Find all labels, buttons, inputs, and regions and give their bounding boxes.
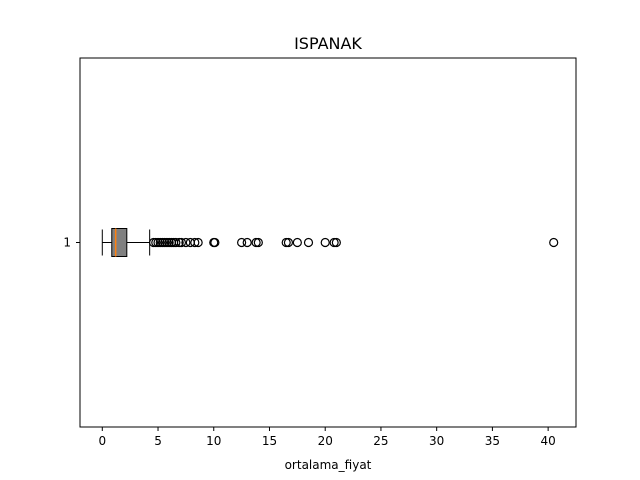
outlier-point xyxy=(549,237,559,248)
outlier-point xyxy=(210,237,220,248)
outlier-point xyxy=(190,237,200,248)
x-tick-label: 35 xyxy=(485,434,500,448)
outlier-point xyxy=(292,237,302,248)
x-tick-label: 25 xyxy=(373,434,388,448)
y-axis: 1 xyxy=(63,236,80,250)
chart-title: ISPANAK xyxy=(294,34,362,53)
outlier-point xyxy=(253,237,263,248)
x-tick-label: 15 xyxy=(262,434,277,448)
outlier-point xyxy=(193,237,203,248)
box-group xyxy=(101,228,559,257)
x-axis-label: ortalama_fiyat xyxy=(285,458,372,472)
x-tick-label: 40 xyxy=(540,434,555,448)
x-tick-label: 0 xyxy=(98,434,106,448)
outlier-point xyxy=(320,237,330,248)
x-tick-label: 20 xyxy=(318,434,333,448)
x-axis: 0 5 10 15 20 25 30 35 40 xyxy=(98,427,556,448)
outlier-point xyxy=(242,237,252,248)
outlier-point xyxy=(171,237,181,248)
x-tick-label: 10 xyxy=(206,434,221,448)
outlier-point xyxy=(331,237,341,248)
outlier-point xyxy=(303,237,314,248)
x-tick-label: 30 xyxy=(429,434,444,448)
box-iqr xyxy=(111,228,128,257)
outlier-point xyxy=(176,237,187,248)
y-tick-label: 1 xyxy=(63,236,71,250)
x-tick-label: 5 xyxy=(154,434,162,448)
outlier-point xyxy=(237,237,247,248)
outlier-point xyxy=(283,237,294,248)
outlier-point xyxy=(181,237,191,248)
